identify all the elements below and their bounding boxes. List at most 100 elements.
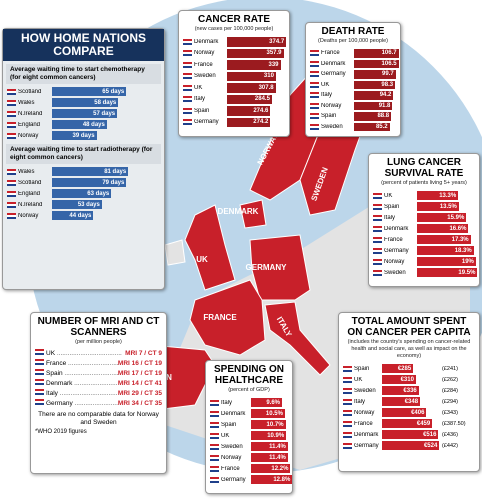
table-row: FranceMRI 16 / CT 19 (35, 359, 162, 369)
value-label: 53 days (77, 201, 100, 208)
bar-area: €459 (382, 418, 440, 429)
row: France 106.7 (310, 48, 399, 59)
flag (7, 121, 16, 128)
spending-panel: SPENDING ON HEALTHCARE (percent of GDP) … (205, 360, 293, 494)
row: Italy €348 (£294) (343, 396, 475, 407)
flag (183, 73, 192, 80)
bar: 19.5% (417, 268, 478, 277)
value-label: 18.3% (454, 247, 472, 254)
country-denmark (239, 199, 267, 229)
row: Germany 12.8% (210, 474, 293, 485)
bar: €524 (382, 441, 440, 450)
value-label: 65 days (102, 88, 125, 95)
row: Sweden 11.4% (210, 441, 288, 452)
bar-area: 81 days (52, 166, 132, 177)
table-row: SpainMRI 17 / CT 19 (35, 369, 162, 379)
bar-area: 13.5% (417, 201, 479, 212)
converted-label: (£262) (442, 376, 458, 383)
rows: France 106.7 Denmark 106.5 Germany 99.7 UK 98.3… (310, 48, 399, 132)
value-label: €285 (397, 365, 412, 372)
bar: 17.3% (417, 235, 471, 244)
map-label: FRANCE (203, 313, 237, 322)
table-row: UKMRI 7 / CT 9 (35, 349, 162, 359)
scanner-count: MRI 16 / CT 19 (117, 360, 162, 367)
bar-area: 44 days (52, 210, 132, 221)
lung-survival-panel: LUNG CANCER SURVIVAL RATE (percent of pa… (368, 153, 480, 287)
row: Italy 9.6% (210, 397, 288, 408)
row: Norway 44 days (7, 210, 160, 221)
bar: 284.5 (227, 94, 272, 104)
value-label: €336 (403, 387, 417, 394)
flag (343, 409, 352, 416)
flag (310, 50, 319, 57)
row: Germany 99.7 (310, 69, 396, 80)
table-row: GermanyMRI 34 / CT 35 (35, 399, 162, 409)
bar-area: 10.9% (251, 430, 293, 441)
chart-title: Average waiting time to start radiothera… (6, 144, 161, 164)
bar-area: €348 (382, 396, 440, 407)
bar-area: 19.5% (417, 267, 479, 278)
value-label: 9.6% (266, 399, 280, 406)
country-france (189, 279, 266, 356)
value-label: 10.5% (265, 410, 283, 417)
value-label: 357.9 (266, 50, 282, 57)
home-nations-panel: HOW HOME NATIONS COMPARE Average waiting… (2, 28, 165, 290)
country-uk (184, 204, 236, 291)
bar: 58 days (52, 98, 119, 107)
flag (343, 420, 352, 427)
category-label: Italy (194, 96, 206, 103)
flag (310, 60, 319, 67)
bar: 65 days (52, 87, 127, 96)
bar: €348 (382, 397, 421, 406)
category-label: Sweden (384, 269, 406, 276)
value-label: €406 (411, 409, 425, 416)
bar-area: 16.6% (417, 223, 479, 234)
flag (310, 113, 319, 120)
cancer-rate-panel: CANCER RATE (new cases per 100,000 peopl… (178, 10, 290, 137)
bar-area: 58 days (52, 97, 132, 108)
category-label: Spain (321, 113, 337, 120)
value-label: 11.4% (269, 443, 286, 450)
value-label: 13.5% (439, 203, 457, 210)
category-label: Italy (384, 214, 396, 221)
row: England 63 days (7, 188, 160, 199)
value-label: 57 days (93, 110, 116, 117)
chart-subtitle: (percent of patients living 5+ years) (381, 180, 467, 186)
bar: 12.2% (251, 464, 291, 473)
row: Germany 274.2 (183, 117, 285, 129)
value-label: 17.3% (451, 236, 469, 243)
flag (35, 359, 44, 365)
chart-subtitle: (percent of GDP) (228, 387, 270, 393)
scanner-count: MRI 29 / CT 35 (117, 390, 162, 397)
bar-area: 284.5 (227, 94, 287, 106)
flag (210, 421, 219, 428)
bar: 63 days (52, 189, 112, 198)
bar: €406 (382, 408, 427, 417)
map-label: UK (196, 255, 208, 264)
flag (183, 61, 192, 68)
flag (373, 236, 382, 243)
bar-area: 18.3% (417, 245, 479, 256)
row: Germany €524 (£442) (343, 440, 475, 451)
flag (210, 399, 219, 406)
bar: 310 (227, 71, 276, 81)
bar: €285 (382, 364, 414, 373)
category-label: Norway (221, 454, 242, 461)
value-label: €516 (423, 431, 437, 438)
flag (183, 84, 192, 91)
bar: €516 (382, 430, 439, 439)
flag (210, 432, 219, 439)
rows: Italy 9.6% Denmark 10.5% Spain 10.7% UK 10.9% Sw… (210, 397, 293, 485)
scanner-count: MRI 17 / CT 19 (117, 370, 162, 377)
value-label: 88.8 (377, 113, 390, 120)
value-label: 10.7% (266, 421, 284, 428)
category-label: Spain (354, 365, 370, 372)
value-label: 85.2 (375, 123, 388, 130)
value-label: 19% (461, 258, 474, 265)
flag (343, 398, 352, 405)
row: Sweden 310 (183, 71, 285, 83)
row: Spain 13.5% (373, 201, 475, 212)
value-label: 94.2 (379, 92, 392, 99)
value-label: 79 days (102, 179, 125, 186)
death-rate-panel: DEATH RATE (Deaths per 100,000 people) F… (305, 22, 401, 137)
